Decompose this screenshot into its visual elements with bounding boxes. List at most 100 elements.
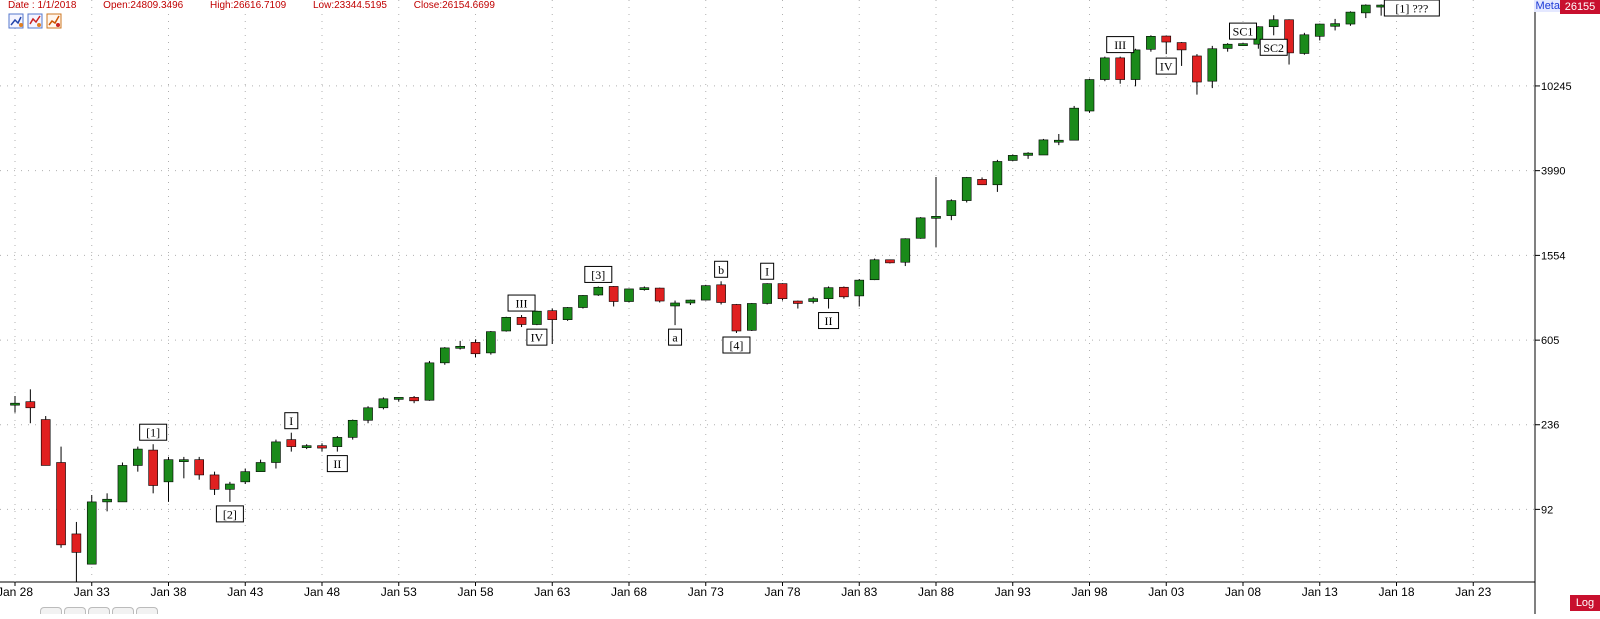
candle-body — [1361, 4, 1371, 14]
trendline-tool-icon[interactable] — [8, 13, 24, 29]
x-tick-label: Jan 68 — [611, 585, 647, 599]
chart-toolbar — [8, 13, 62, 31]
sheet-tab[interactable] — [112, 607, 134, 614]
candle-body — [1100, 57, 1110, 80]
candle-body — [271, 441, 281, 463]
candle-body — [854, 279, 865, 297]
candle-body — [1069, 107, 1079, 141]
candle-body — [194, 459, 204, 476]
candle-body — [56, 462, 66, 546]
annotation-box — [284, 412, 299, 430]
indicator-tool-icon[interactable] — [27, 13, 43, 29]
x-tick-label: Jan 03 — [1148, 585, 1184, 599]
wave-annotation: III — [516, 297, 528, 311]
candle-body — [347, 419, 358, 438]
wave-annotation: I — [765, 265, 769, 279]
x-tick-label: Jan 58 — [457, 585, 493, 599]
candle-body — [225, 483, 235, 490]
x-tick-label: Jan 83 — [841, 585, 877, 599]
candle-body — [501, 317, 512, 332]
candle-body — [1084, 79, 1095, 112]
wave-annotation: b — [718, 263, 724, 277]
candle-body — [301, 445, 312, 448]
candle-body — [961, 177, 972, 201]
annotation-box — [507, 294, 536, 312]
header-low: Low:23344.5195 — [313, 0, 387, 11]
candle-body — [639, 287, 650, 290]
wave-annotation: IV — [531, 331, 544, 345]
annotation-box — [215, 505, 244, 523]
wave-annotation: III — [1114, 38, 1126, 52]
candle-body — [439, 347, 450, 364]
candle-body — [1345, 11, 1356, 25]
wave-annotation: [3] — [591, 268, 605, 282]
header-open: Open:24809.3496 — [103, 0, 184, 11]
candle-body — [1007, 155, 1018, 161]
candle-body — [148, 449, 158, 486]
candle-body — [1299, 34, 1310, 54]
candle-body — [762, 283, 772, 304]
x-tick-label: Jan 43 — [227, 585, 263, 599]
candle-body — [455, 345, 465, 349]
candle-body — [839, 286, 849, 298]
candle-body — [10, 402, 20, 406]
log-scale-toggle[interactable]: Log — [1570, 595, 1600, 611]
annotation-box — [1383, 0, 1440, 17]
candle-body — [133, 448, 143, 466]
sheet-tab[interactable] — [88, 607, 110, 614]
candle-body — [1207, 48, 1218, 82]
candle-body — [1314, 23, 1325, 37]
candle-body — [1038, 139, 1049, 156]
candle-body — [516, 317, 527, 325]
sheet-tab[interactable] — [64, 607, 86, 614]
x-tick-label: Jan 93 — [995, 585, 1031, 599]
annotation-box — [526, 328, 548, 346]
sheet-tab[interactable] — [136, 607, 158, 614]
candle-body — [716, 284, 726, 303]
candle-body — [700, 285, 711, 301]
x-tick-label: Jan 38 — [150, 585, 186, 599]
meta-badge[interactable]: Meta — [1533, 0, 1562, 12]
x-tick-label: Jan 28 — [0, 585, 33, 599]
candle-body — [578, 295, 588, 308]
y-tick-label: 92 — [1541, 504, 1553, 516]
candle-body — [1146, 35, 1156, 50]
wave-annotation: a — [672, 331, 678, 345]
sheet-tabs — [40, 607, 158, 614]
candle-body — [1130, 49, 1141, 80]
candle-body — [1284, 19, 1294, 54]
candle-body — [654, 287, 665, 302]
candle-body — [1161, 35, 1172, 43]
candle-body — [255, 462, 266, 472]
y-tick-label: 236 — [1541, 420, 1559, 432]
header-date: Date : 1/1/2018 — [8, 0, 77, 11]
candle-body — [1115, 57, 1125, 80]
candle-body — [946, 200, 957, 216]
candle-body — [547, 310, 558, 320]
draw-tool-icon[interactable] — [46, 13, 62, 29]
x-tick-label: Jan 78 — [764, 585, 800, 599]
candle-body — [992, 161, 1003, 186]
annotation-box — [1106, 36, 1135, 54]
candle-body — [1238, 43, 1248, 46]
candle-body — [102, 498, 112, 503]
candle-body — [86, 501, 97, 565]
header-high: High:26616.7109 — [210, 0, 287, 11]
x-tick-label: Jan 88 — [918, 585, 954, 599]
candle-body — [808, 298, 819, 302]
annotation-box — [722, 336, 751, 354]
x-tick-label: Jan 33 — [74, 585, 110, 599]
candle-body — [1222, 43, 1233, 49]
candle-body — [378, 398, 389, 409]
x-tick-label: Jan 13 — [1302, 585, 1338, 599]
sheet-tab[interactable] — [40, 607, 62, 614]
candle-body — [393, 397, 404, 400]
candle-body — [900, 238, 911, 263]
candle-body — [286, 439, 297, 447]
annotation-box — [326, 455, 348, 473]
annotation-box — [139, 423, 168, 441]
wave-annotation: SC2 — [1263, 41, 1284, 55]
candle-body — [608, 286, 619, 302]
candle-body — [685, 299, 696, 304]
